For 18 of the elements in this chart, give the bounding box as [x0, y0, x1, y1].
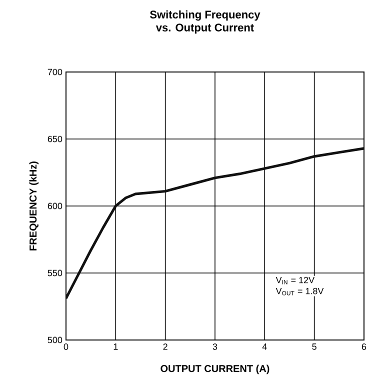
x-tick-label: 4 [262, 344, 267, 350]
y-tick-label: 500 [48, 336, 62, 344]
x-tick-label: 0 [64, 344, 68, 350]
y-tick-label: 550 [48, 270, 62, 276]
x-tick-label: 5 [312, 344, 316, 350]
x-tick-label: 6 [362, 344, 366, 350]
chart-title: Switching Frequency [150, 10, 260, 21]
annotation: V$_{IN}$ = 12V [276, 276, 314, 284]
y-tick-label: 600 [48, 202, 62, 210]
x-tick-label: 3 [212, 344, 218, 350]
x-tick-label: 1 [114, 344, 118, 350]
annotation: V$_{OUT}$ = 1.8V [276, 288, 324, 296]
y-axis-title: FREQUENCY (kHz) [29, 162, 39, 250]
y-tick-label: 650 [48, 136, 62, 142]
chart-subtitle: vs. Output Current [156, 24, 254, 34]
x-axis-title: OUTPUT CURRENT (A) [160, 364, 270, 374]
y-tick-label: 700 [48, 68, 62, 76]
x-tick-label: 2 [163, 344, 168, 350]
